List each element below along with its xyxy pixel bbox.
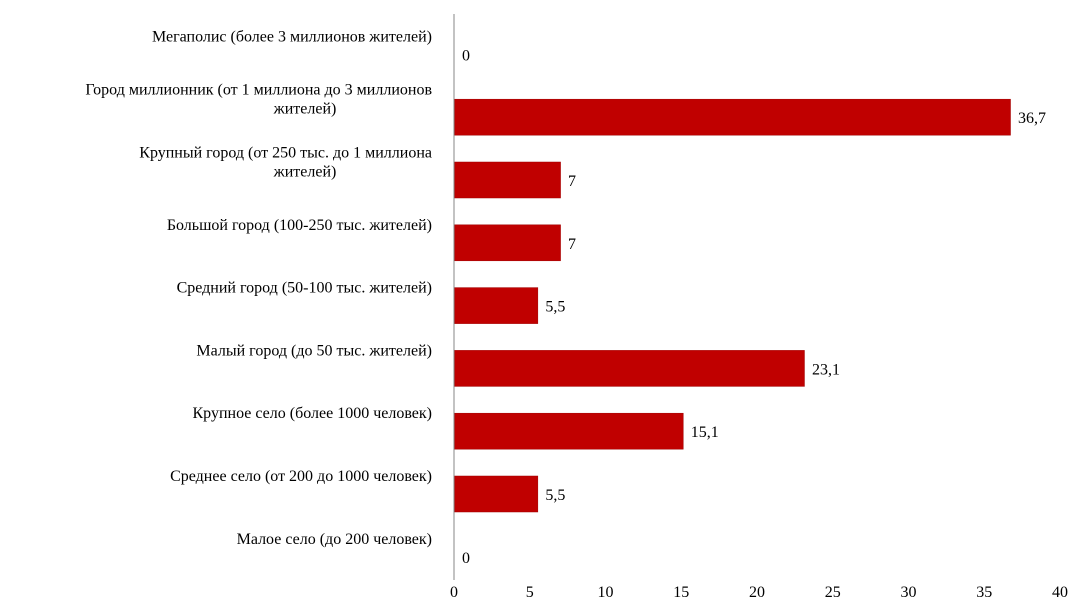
category-label-line: Крупное село (более 1000 человек) xyxy=(192,405,432,422)
category-label: Большой город (100-250 тыс. жителей) xyxy=(167,217,432,234)
data-label: 7 xyxy=(568,173,576,190)
category-label: Мегаполис (более 3 миллионов жителей) xyxy=(152,28,432,45)
x-tick-label: 40 xyxy=(1052,584,1068,601)
bar xyxy=(454,475,539,513)
bars xyxy=(454,98,1011,513)
category-label-line: Малый город (до 50 тыс. жителей) xyxy=(196,342,432,359)
data-label: 36,7 xyxy=(1018,110,1046,127)
category-label-line: жителей) xyxy=(273,164,337,181)
data-label: 7 xyxy=(568,236,576,253)
x-tick-label: 25 xyxy=(825,584,841,601)
category-label-line: Мегаполис (более 3 миллионов жителей) xyxy=(152,28,432,45)
category-label-line: Средний город (50-100 тыс. жителей) xyxy=(177,280,432,297)
x-axis-ticks: 0 5 10 15 20 25 30 35 40 xyxy=(450,584,1068,601)
x-tick-label: 10 xyxy=(598,584,614,601)
bar xyxy=(454,98,1011,136)
x-tick-label: 35 xyxy=(976,584,992,601)
category-label: Малое село (до 200 человек) xyxy=(237,531,432,548)
data-label: 5,5 xyxy=(545,299,565,316)
data-label: 0 xyxy=(462,47,470,64)
data-labels: 0 36,7 7 7 5,5 23,1 15,1 5,5 0 xyxy=(462,47,1046,566)
x-tick-label: 20 xyxy=(749,584,765,601)
bar xyxy=(454,161,561,199)
category-label: Средний город (50-100 тыс. жителей) xyxy=(177,280,432,297)
x-tick-label: 15 xyxy=(673,584,689,601)
category-label: Малый город (до 50 тыс. жителей) xyxy=(196,342,432,359)
category-label: Крупное село (более 1000 человек) xyxy=(192,405,432,422)
category-label-line: Крупный город (от 250 тыс. до 1 миллиона xyxy=(139,145,432,162)
bar xyxy=(454,350,805,387)
category-label-line: Город миллионник (от 1 миллиона до 3 мил… xyxy=(85,82,432,99)
category-label-line: жителей) xyxy=(273,101,337,118)
data-label: 5,5 xyxy=(545,487,565,504)
category-label-line: Среднее село (от 200 до 1000 человек) xyxy=(170,468,432,485)
x-tick-label: 30 xyxy=(901,584,917,601)
bar xyxy=(454,412,684,450)
data-label: 0 xyxy=(462,550,470,567)
category-label-line: Малое село (до 200 человек) xyxy=(237,531,432,548)
x-tick-label: 0 xyxy=(450,584,458,601)
category-labels: Мегаполис (более 3 миллионов жителей) Гор… xyxy=(85,28,432,547)
bar xyxy=(454,224,561,262)
category-label: Среднее село (от 200 до 1000 человек) xyxy=(170,468,432,485)
category-label-line: Большой город (100-250 тыс. жителей) xyxy=(167,217,432,234)
data-label: 15,1 xyxy=(691,424,719,441)
data-label: 23,1 xyxy=(812,361,840,378)
x-tick-label: 5 xyxy=(526,584,534,601)
category-label: Крупный город (от 250 тыс. до 1 миллиона… xyxy=(139,145,432,181)
bar xyxy=(454,287,539,324)
category-label: Город миллионник (от 1 миллиона до 3 мил… xyxy=(85,82,432,118)
